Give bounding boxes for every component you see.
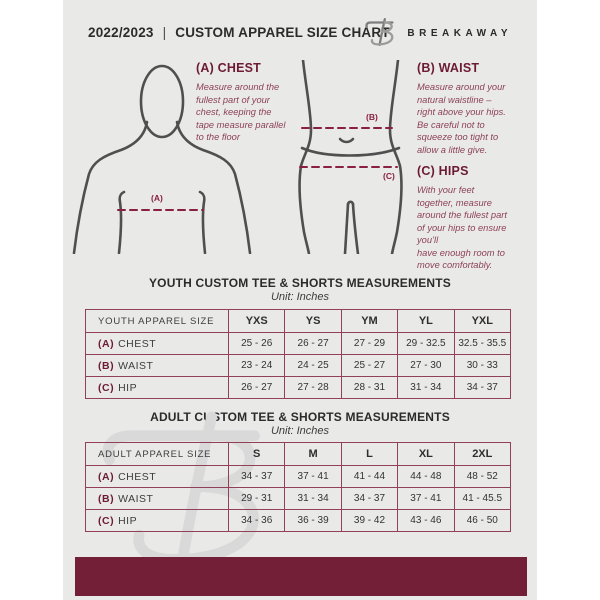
cell-value: 27 - 29 [340, 332, 398, 355]
cell-value: 26 - 27 [227, 376, 285, 399]
adult-size-2xl: 2XL [453, 442, 511, 466]
cell-value: 39 - 42 [340, 509, 398, 532]
cell-value: 27 - 30 [397, 354, 455, 377]
table-row-adult-hip: (C) HIP 34 - 36 36 - 39 39 - 42 43 - 46 4… [85, 509, 511, 532]
adult-size-table: ADULT APPAREL SIZE S M L XL 2XL (A) CHEST… [85, 442, 511, 532]
cell-value: 26 - 27 [284, 332, 342, 355]
instruction-waist-heading: (B) WAIST [417, 61, 480, 75]
table-row-adult-waist: (B) WAIST 29 - 31 31 - 34 34 - 37 37 - 41… [85, 487, 511, 510]
cell-value: 30 - 33 [453, 354, 511, 377]
youth-size-ym: YM [340, 309, 398, 333]
table-row-youth-chest: (A) CHEST 25 - 26 26 - 27 27 - 29 29 - 32… [85, 332, 511, 355]
navel-mark [338, 137, 355, 144]
instruction-waist-text: Measure around your natural waistline – … [417, 82, 506, 155]
adult-size-m: M [284, 442, 342, 466]
adult-size-xl: XL [397, 442, 455, 466]
row-prefix: (C) [98, 514, 115, 527]
cell-value: 34 - 37 [227, 465, 285, 488]
header: 2022/2023 | CUSTOM APPAREL SIZE CHART BR… [88, 18, 512, 46]
instruction-hips-heading: (C) HIPS [417, 164, 469, 178]
instruction-chest-text: Measure around the fullest part of your … [196, 82, 286, 142]
title-separator: | [162, 25, 167, 40]
youth-size-yxl: YXL [453, 309, 511, 333]
cell-value: 25 - 26 [227, 332, 285, 355]
row-label: HIP [118, 514, 138, 527]
cell-value: 23 - 24 [227, 354, 285, 377]
cell-value: 29 - 32.5 [397, 332, 455, 355]
cell-value: 37 - 41 [284, 465, 342, 488]
cell-value: 34 - 37 [340, 487, 398, 510]
cell-value: 37 - 41 [397, 487, 455, 510]
title-text: CUSTOM APPAREL SIZE CHART [175, 25, 390, 40]
hips-line-label: (C) [383, 171, 395, 181]
adult-unit-label: Unit: Inches [270, 425, 330, 437]
cell-value: 25 - 27 [340, 354, 398, 377]
waist-line-label: (B) [366, 112, 378, 122]
row-label: WAIST [118, 492, 154, 505]
instruction-waist: (B) WAIST Measure around your natural wa… [417, 61, 535, 156]
brand-name: BREAKAWAY [407, 28, 512, 39]
row-label: CHEST [118, 337, 157, 350]
youth-size-yl: YL [397, 309, 455, 333]
cell-value: 31 - 34 [397, 376, 455, 399]
cell-value: 36 - 39 [284, 509, 342, 532]
row-label: CHEST [118, 470, 157, 483]
brand-lockup: BREAKAWAY [365, 18, 512, 52]
youth-size-yxs: YXS [227, 309, 285, 333]
table-row-youth-hip: (C) HIP 26 - 27 27 - 28 28 - 31 31 - 34 3… [85, 376, 511, 399]
cell-value: 34 - 37 [453, 376, 511, 399]
cell-value: 43 - 46 [397, 509, 455, 532]
instruction-hips: (C) HIPS With your feet together, measur… [417, 164, 537, 272]
instruction-chest: (A) CHEST Measure around the fullest par… [196, 61, 314, 144]
row-prefix: (C) [98, 381, 115, 394]
adult-size-s: S [227, 442, 285, 466]
adult-size-l: L [340, 442, 398, 466]
row-prefix: (A) [98, 337, 115, 350]
adult-section-title: ADULT CUSTOM TEE & SHORTS MEASUREMENTS [150, 410, 450, 424]
title-year: 2022/2023 [88, 25, 154, 40]
cell-value: 29 - 31 [227, 487, 285, 510]
cell-value: 44 - 48 [397, 465, 455, 488]
cell-value: 24 - 25 [284, 354, 342, 377]
upper-body-figure [72, 64, 252, 254]
cell-value: 31 - 34 [284, 487, 342, 510]
instruction-chest-heading: (A) CHEST [196, 61, 261, 75]
table-row-youth-waist: (B) WAIST 23 - 24 24 - 25 25 - 27 27 - 30… [85, 354, 511, 377]
page-title: 2022/2023 | CUSTOM APPAREL SIZE CHART [88, 25, 390, 40]
cell-value: 41 - 44 [340, 465, 398, 488]
adult-header-label: ADULT APPAREL SIZE [98, 448, 212, 460]
adult-header-row: ADULT APPAREL SIZE S M L XL 2XL [85, 442, 511, 466]
row-prefix: (B) [98, 492, 115, 505]
cell-value: 41 - 45.5 [453, 487, 511, 510]
row-label: WAIST [118, 359, 154, 372]
page: 2022/2023 | CUSTOM APPAREL SIZE CHART BR… [63, 0, 537, 600]
youth-header-row: YOUTH APPAREL SIZE YXS YS YM YL YXL [85, 309, 511, 333]
instruction-hips-text: With your feet together, measure around … [417, 185, 507, 270]
youth-header-label: YOUTH APPAREL SIZE [98, 315, 215, 327]
breakaway-b-monogram-icon [365, 18, 394, 46]
footer-accent-bar [75, 557, 527, 596]
chest-line-label: (A) [151, 193, 163, 203]
youth-section-title: YOUTH CUSTOM TEE & SHORTS MEASUREMENTS [148, 276, 452, 290]
figure-head [139, 64, 185, 139]
row-label: HIP [118, 381, 138, 394]
cell-value: 48 - 52 [453, 465, 511, 488]
row-prefix: (A) [98, 470, 115, 483]
table-row-adult-chest: (A) CHEST 34 - 37 37 - 41 41 - 44 44 - 48… [85, 465, 511, 488]
lower-body-figure [298, 60, 403, 254]
hip-contour-line [300, 146, 401, 157]
cell-value: 34 - 36 [227, 509, 285, 532]
cell-value: 46 - 50 [453, 509, 511, 532]
youth-unit-label: Unit: Inches [270, 291, 330, 303]
youth-size-ys: YS [284, 309, 342, 333]
cell-value: 28 - 31 [340, 376, 398, 399]
cell-value: 32.5 - 35.5 [453, 332, 511, 355]
row-prefix: (B) [98, 359, 115, 372]
cell-value: 27 - 28 [284, 376, 342, 399]
youth-size-table: YOUTH APPAREL SIZE YXS YS YM YL YXL (A) C… [85, 309, 511, 399]
